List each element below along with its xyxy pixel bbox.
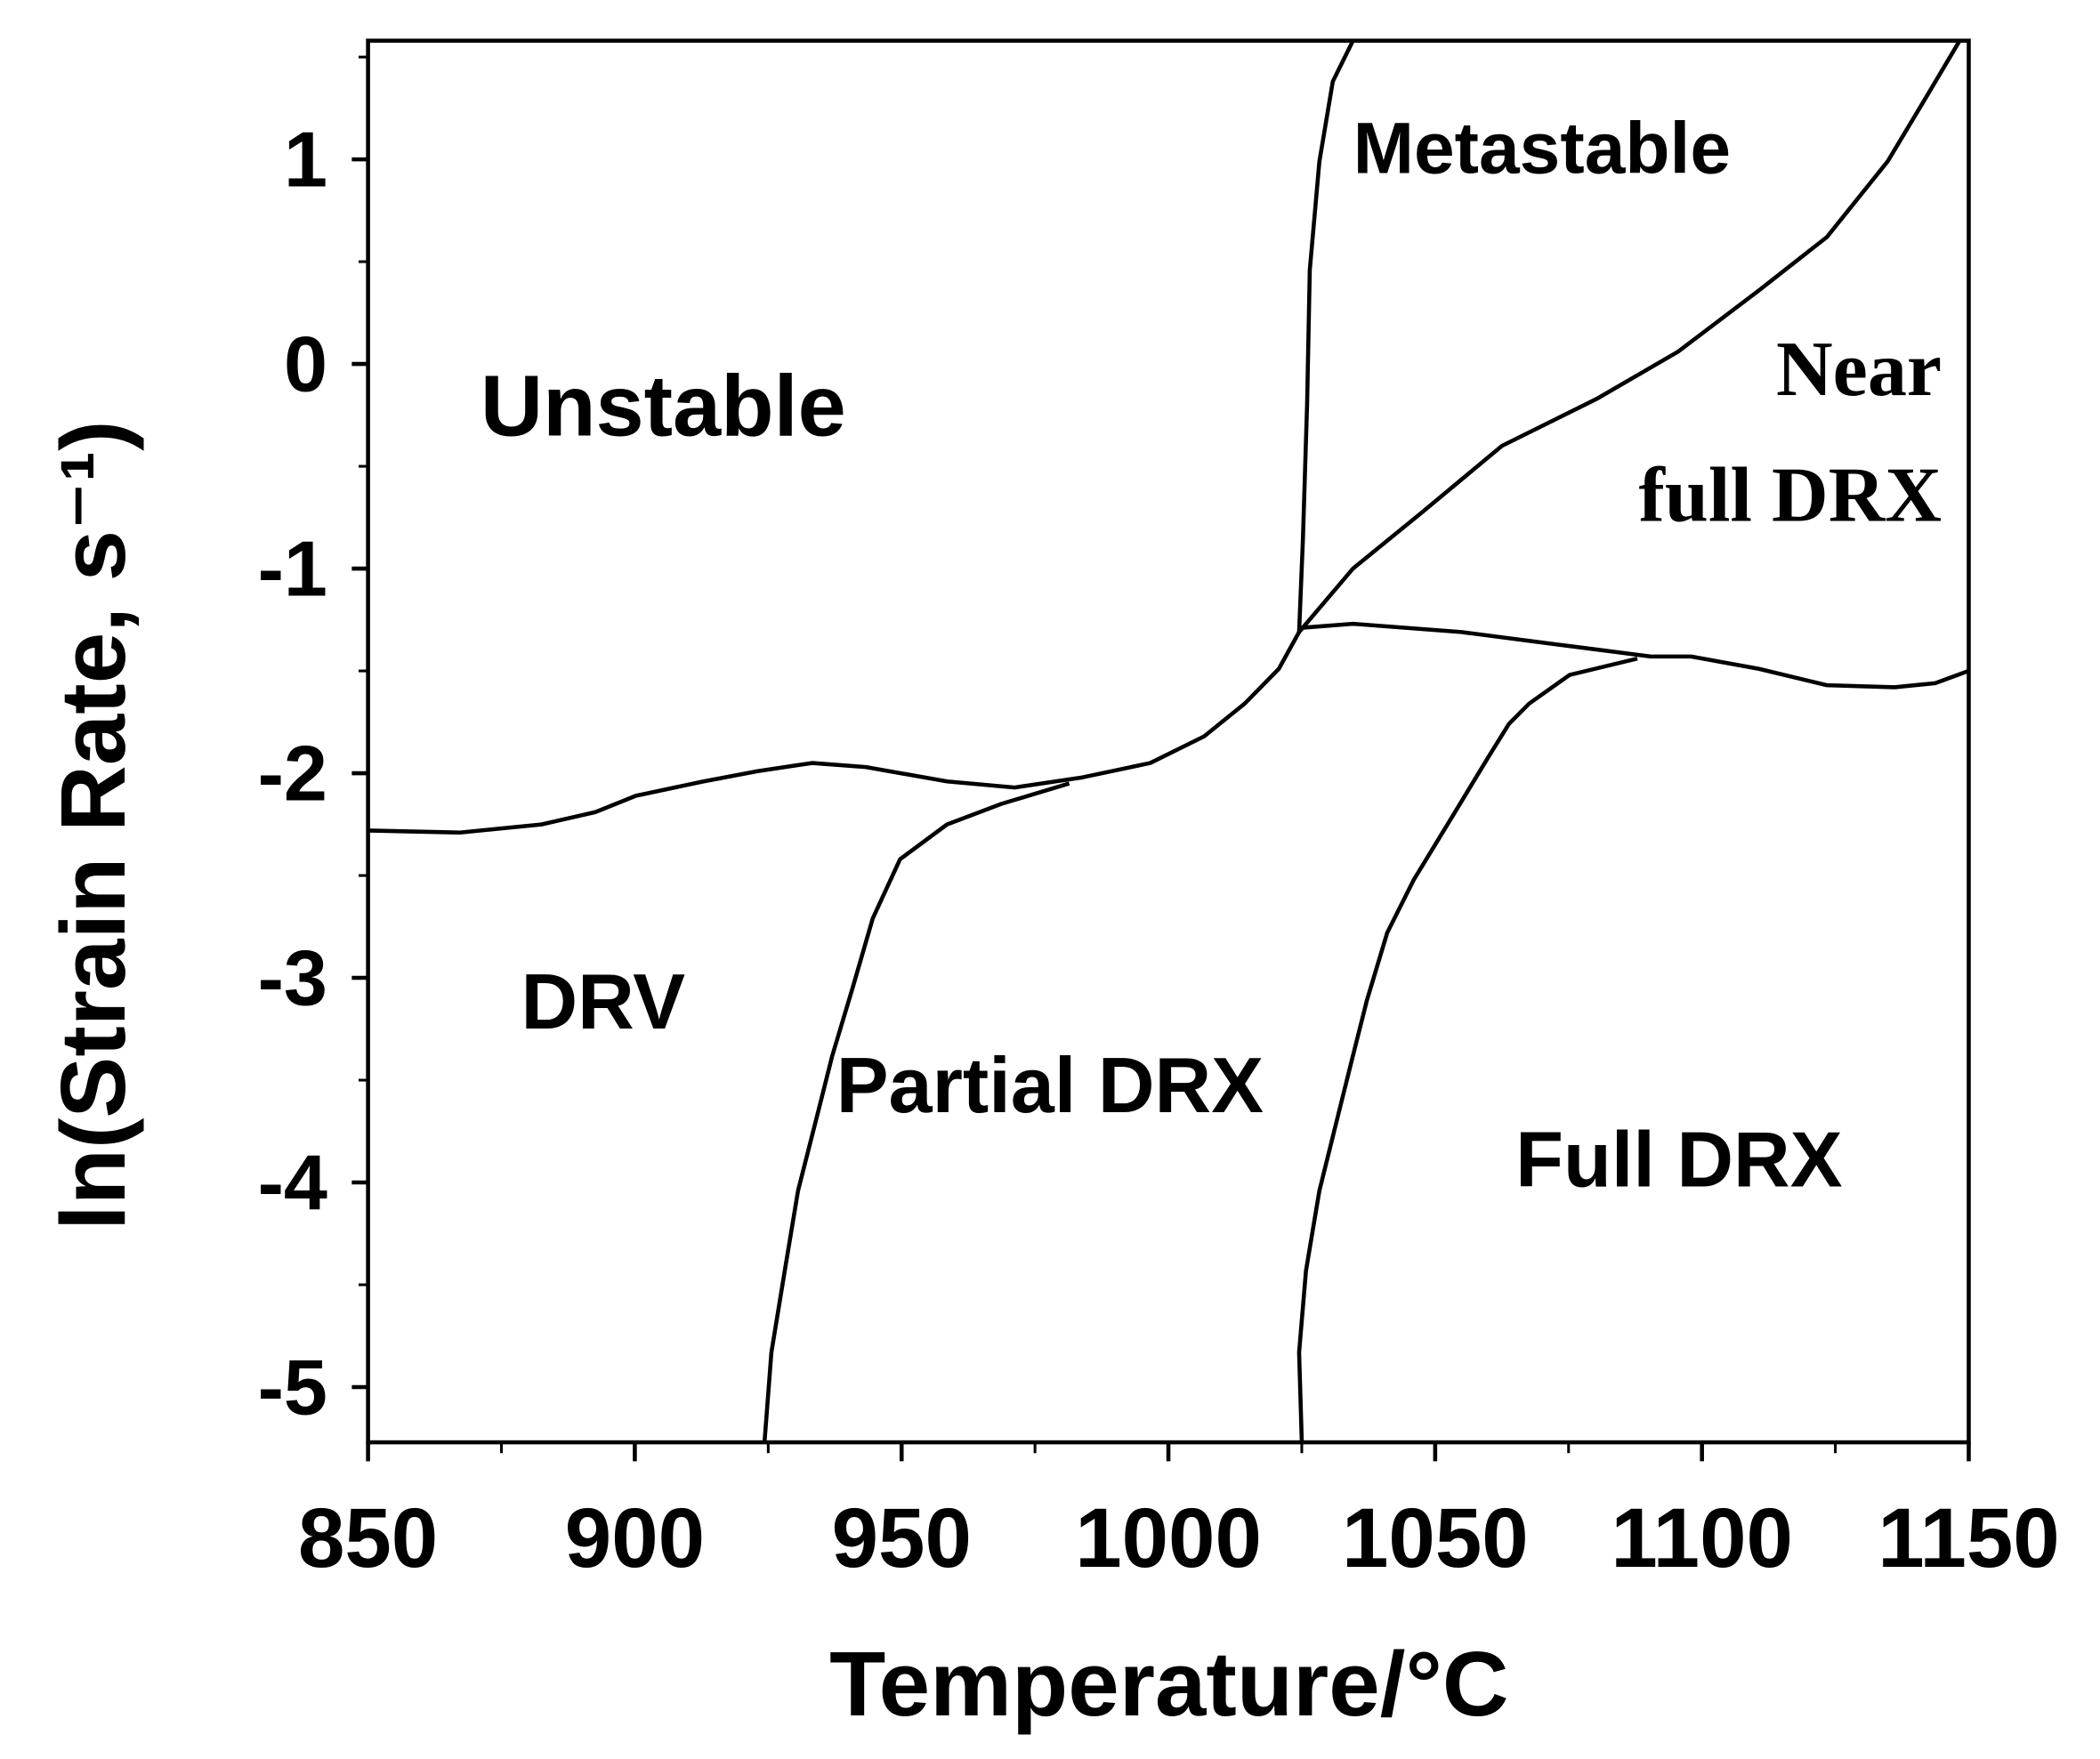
region-label: Unstable: [481, 358, 846, 455]
x-tick-label: 1150: [1878, 1491, 2060, 1585]
boundary-line: [1297, 39, 1962, 633]
y-axis-label: ln(Strain Rate, s⁻¹): [41, 420, 144, 1230]
region-label: full DRX: [1639, 452, 1942, 539]
x-tick-label: 850: [298, 1491, 438, 1585]
plot-frame: [366, 38, 1971, 1445]
boundary-line: [1298, 621, 1970, 690]
boundary-line: [368, 631, 1301, 835]
y-tick-label: -3: [258, 933, 327, 1021]
y-tick-label: -5: [258, 1343, 327, 1431]
boundary-line: [762, 781, 1070, 1443]
y-tick-label: -2: [258, 729, 327, 817]
region-label: Metastable: [1353, 109, 1731, 190]
x-tick-label: 950: [832, 1491, 972, 1585]
region-label: Near: [1776, 326, 1942, 413]
region-label: Partial DRX: [836, 1041, 1264, 1129]
x-tick-label: 1100: [1611, 1491, 1793, 1585]
x-tick-label: 1000: [1075, 1491, 1262, 1585]
x-axis-label: Temperature/°C: [829, 1632, 1508, 1735]
y-tick-label: 0: [284, 319, 327, 407]
x-tick-label: 900: [565, 1491, 705, 1585]
boundary-line: [1296, 39, 1355, 633]
x-tick-label: 1050: [1342, 1491, 1529, 1585]
y-tick-label: 1: [284, 116, 327, 204]
boundary-line: [1296, 656, 1638, 1443]
region-label: Full DRX: [1515, 1116, 1843, 1204]
region-label: DRV: [521, 957, 685, 1045]
y-tick-label: -1: [258, 524, 327, 612]
y-tick-label: -4: [258, 1138, 327, 1226]
